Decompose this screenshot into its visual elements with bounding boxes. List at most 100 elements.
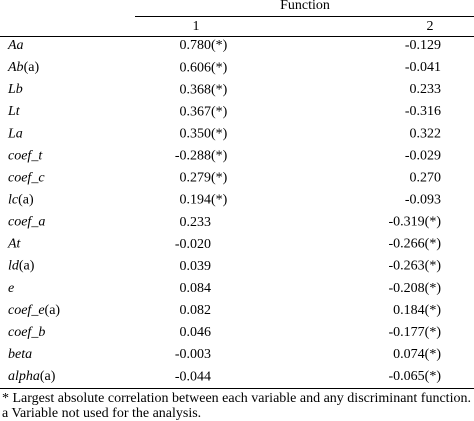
note: (a) — [19, 259, 35, 274]
value: 0.233 — [410, 82, 442, 97]
value-number: -0.065 — [389, 369, 425, 384]
significance: (*) — [211, 149, 228, 164]
row-label: Lb — [7, 82, 23, 97]
significance: (*) — [425, 259, 442, 274]
significance: (*) — [425, 369, 442, 384]
value-number: 0.233 — [410, 82, 442, 97]
value-number: 0.074 — [393, 347, 425, 362]
value: 0.084 — [180, 281, 212, 296]
value: -0.065(*) — [389, 369, 442, 384]
value: 0.350 — [180, 126, 212, 141]
column-header: 2 — [427, 19, 434, 34]
note: (a) — [40, 369, 56, 384]
value: -0.029 — [405, 149, 441, 164]
row-label: coef_b — [8, 325, 45, 340]
row-label: coef_c — [8, 171, 45, 186]
value-number: -0.319 — [389, 215, 425, 230]
value: -0.177(*) — [389, 325, 442, 340]
variable: ld — [8, 259, 20, 274]
variable: At — [7, 237, 22, 252]
variable: alpha — [8, 369, 40, 384]
value-number: -0.263 — [389, 259, 425, 274]
note: (a) — [24, 60, 40, 75]
value: -0.319(*) — [389, 215, 442, 230]
significance: (*) — [425, 347, 442, 362]
value-number: -0.208 — [389, 281, 425, 296]
variable: coef_a — [8, 215, 45, 230]
footnote: a Variable not used for the analysis. — [2, 406, 201, 421]
row-label: coef_e(a) — [8, 303, 60, 318]
significance: (*) — [425, 303, 442, 318]
value-number: -0.129 — [405, 38, 441, 53]
row-label: alpha(a) — [8, 369, 56, 384]
variable: coef_t — [8, 149, 43, 164]
value: -0.208(*) — [389, 281, 442, 296]
value: 0.270 — [410, 171, 442, 186]
row-label: coef_t — [8, 149, 43, 164]
variable: Lb — [7, 82, 23, 97]
variable: Ab — [7, 60, 24, 75]
value: 0.082 — [180, 303, 212, 318]
value-number: -0.029 — [405, 149, 441, 164]
value: -0.288 — [175, 149, 211, 164]
variable: Lt — [7, 104, 21, 119]
value: -0.020 — [175, 237, 211, 252]
significance: (*) — [211, 104, 228, 119]
value: -0.044 — [175, 369, 211, 384]
value-number: -0.316 — [405, 104, 441, 119]
significance: (*) — [211, 38, 228, 53]
row-label: ld(a) — [8, 259, 35, 274]
value: -0.316 — [405, 104, 441, 119]
variable: coef_b — [8, 325, 45, 340]
value: 0.367 — [180, 104, 212, 119]
value-number: -0.266 — [389, 237, 425, 252]
value: 0.184(*) — [393, 303, 441, 318]
significance: (*) — [211, 193, 228, 208]
value: 0.780 — [180, 38, 212, 53]
value: 0.368 — [180, 82, 212, 97]
variable: coef_c — [8, 171, 45, 186]
value-number: 0.270 — [410, 171, 442, 186]
value: 0.074(*) — [393, 347, 441, 362]
significance: (*) — [425, 215, 442, 230]
value: 0.194 — [180, 193, 212, 208]
value: 0.606 — [180, 60, 212, 75]
value: 0.322 — [410, 126, 442, 141]
significance: (*) — [211, 82, 228, 97]
value-number: -0.041 — [405, 60, 441, 75]
row-label: Lt — [7, 104, 21, 119]
value-number: -0.177 — [389, 325, 425, 340]
value: 0.233 — [180, 215, 212, 230]
significance: (*) — [211, 60, 228, 75]
variable: beta — [8, 347, 32, 362]
row-label: Ab(a) — [7, 60, 39, 75]
note: (a) — [18, 193, 34, 208]
group-header: Function — [280, 0, 330, 13]
significance: (*) — [425, 281, 442, 296]
significance: (*) — [425, 325, 442, 340]
value: -0.041 — [405, 60, 441, 75]
footnote: * Largest absolute correlation between e… — [2, 391, 471, 406]
value-number: 0.322 — [410, 126, 442, 141]
value: 0.039 — [180, 259, 212, 274]
value: -0.263(*) — [389, 259, 442, 274]
row-label: coef_a — [8, 215, 45, 230]
value: -0.266(*) — [389, 237, 442, 252]
significance: (*) — [425, 237, 442, 252]
value: 0.279 — [180, 171, 212, 186]
row-label: La — [7, 126, 23, 141]
value: -0.003 — [175, 347, 211, 362]
variable: e — [8, 281, 14, 296]
row-label: lc(a) — [8, 193, 34, 208]
value: -0.093 — [405, 193, 441, 208]
variable: coef_e — [8, 303, 45, 318]
value-number: -0.093 — [405, 193, 441, 208]
row-label: e — [8, 281, 14, 296]
significance: (*) — [211, 126, 228, 141]
row-label: At — [7, 237, 22, 252]
value: -0.129 — [405, 38, 441, 53]
significance: (*) — [211, 171, 228, 186]
row-label: Aa — [7, 38, 24, 53]
variable: lc — [8, 193, 19, 208]
